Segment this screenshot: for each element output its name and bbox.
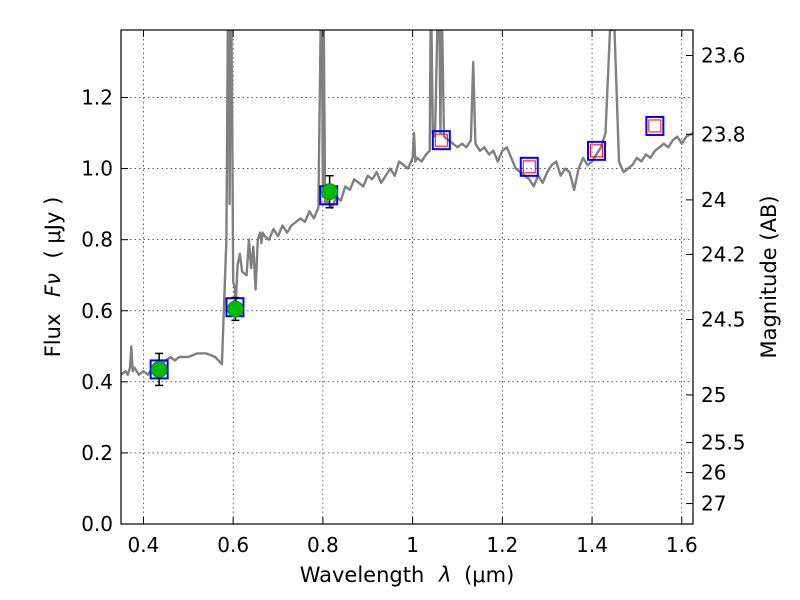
observed-points <box>150 174 339 387</box>
model-square <box>522 160 536 174</box>
x-axis-label: Wavelength λ (μm) <box>300 563 515 587</box>
model-square <box>648 119 662 133</box>
y2-tick-label: 24 <box>701 188 726 212</box>
photometry-square <box>645 115 665 136</box>
observed-point <box>150 361 168 378</box>
x-tick-label: 1.6 <box>666 533 698 557</box>
y-axis-label: Flux Fν ( μJy ) <box>41 197 65 358</box>
photometry-square <box>519 156 539 177</box>
y-tick-label: 1.0 <box>81 157 113 181</box>
y-tick-label: 0.2 <box>81 441 113 465</box>
x-axis-unit: (μm) <box>464 563 514 587</box>
y2-tick-label: 26 <box>701 461 726 485</box>
y-tick-label: 0.8 <box>81 228 113 252</box>
x-tick-label: 0.6 <box>217 533 249 557</box>
y2-ticks: 23.6 23.8 24 24.2 24.5 25 25.5 26 27 <box>686 43 746 516</box>
y-axis-unit: ( μJy ) <box>41 197 65 259</box>
x-ticks: 0.4 0.6 0.8 1 1.2 1.4 1.6 <box>128 30 698 557</box>
y2-tick-label: 25 <box>701 383 726 407</box>
y-tick-label: 1.2 <box>81 86 113 110</box>
x-tick-label: 1.4 <box>576 533 608 557</box>
y-tick-label: 0.0 <box>81 512 113 536</box>
y2-tick-label: 25.5 <box>701 431 746 455</box>
x-tick-label: 0.4 <box>128 533 160 557</box>
y-tick-label: 0.6 <box>81 299 113 323</box>
y2-axis-label: Magnitude (AB) <box>757 195 781 358</box>
y2-tick-label: 23.8 <box>701 122 746 146</box>
spectrum-series <box>121 30 693 376</box>
y-axis-symbol: Fν <box>41 273 65 297</box>
x-tick-label: 0.8 <box>307 533 339 557</box>
y2-tick-label: 24.5 <box>701 307 746 331</box>
y2-tick-label: 24.2 <box>701 242 746 266</box>
photometry-square <box>431 130 451 151</box>
spectrum-line <box>121 30 693 376</box>
model-square <box>590 144 604 158</box>
plot-frame <box>120 29 694 525</box>
y-tick-label: 0.4 <box>81 370 113 394</box>
y2-tick-label: 27 <box>701 492 726 516</box>
observed-point <box>226 300 244 318</box>
photometry-square <box>587 140 607 161</box>
x-axis-label-text: Wavelength <box>300 563 425 587</box>
y2-tick-label: 23.6 <box>701 43 746 67</box>
x-tick-label: 1 <box>406 533 419 557</box>
observed-point <box>321 183 339 201</box>
model-square <box>434 133 448 147</box>
x-tick-label: 1.2 <box>486 533 518 557</box>
y-axis-label-text: Flux <box>41 314 65 358</box>
x-axis-symbol: λ <box>438 563 451 587</box>
y-ticks: 0.0 0.2 0.4 0.6 0.8 1.0 1.2 <box>81 86 128 536</box>
